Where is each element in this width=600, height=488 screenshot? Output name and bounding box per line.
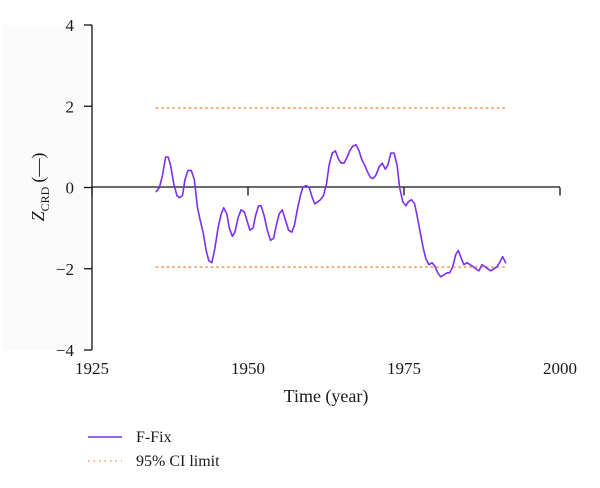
y-axis-title-text: ZCRD (—) bbox=[28, 153, 52, 222]
y-axis-title-main: Z bbox=[28, 210, 48, 221]
series-layer bbox=[155, 144, 507, 278]
y-tick-label: 4 bbox=[66, 16, 75, 35]
y-axis-title-sub: CRD bbox=[38, 186, 52, 211]
x-axis-title: Time (year) bbox=[284, 386, 369, 407]
x-tick-label: 1975 bbox=[387, 359, 421, 378]
x-tick-label: 1950 bbox=[231, 359, 265, 378]
x-ticks: 1925 1950 1975 2000 bbox=[75, 187, 577, 378]
y-tick-label: 0 bbox=[66, 179, 75, 198]
x-tick-label: 1925 bbox=[75, 359, 109, 378]
legend: F-Fix 95% CI limit bbox=[88, 429, 220, 470]
x-tick-label: 2000 bbox=[543, 359, 577, 378]
series-line-f-fix bbox=[155, 144, 507, 278]
y-tick-label: −4 bbox=[56, 341, 75, 360]
ci-limit-lines bbox=[155, 107, 507, 268]
legend-label-f-fix: F-Fix bbox=[136, 429, 172, 446]
y-axis-title-unit: (—) bbox=[28, 153, 49, 183]
y-tick-label: 2 bbox=[66, 97, 75, 116]
y-ticks: 4 2 0 −2 −4 bbox=[56, 16, 92, 360]
y-axis-title: ZCRD (—) bbox=[28, 153, 52, 222]
legend-label-ci: 95% CI limit bbox=[136, 453, 220, 470]
y-tick-label: −2 bbox=[56, 260, 74, 279]
plot-area-shade bbox=[2, 25, 88, 350]
